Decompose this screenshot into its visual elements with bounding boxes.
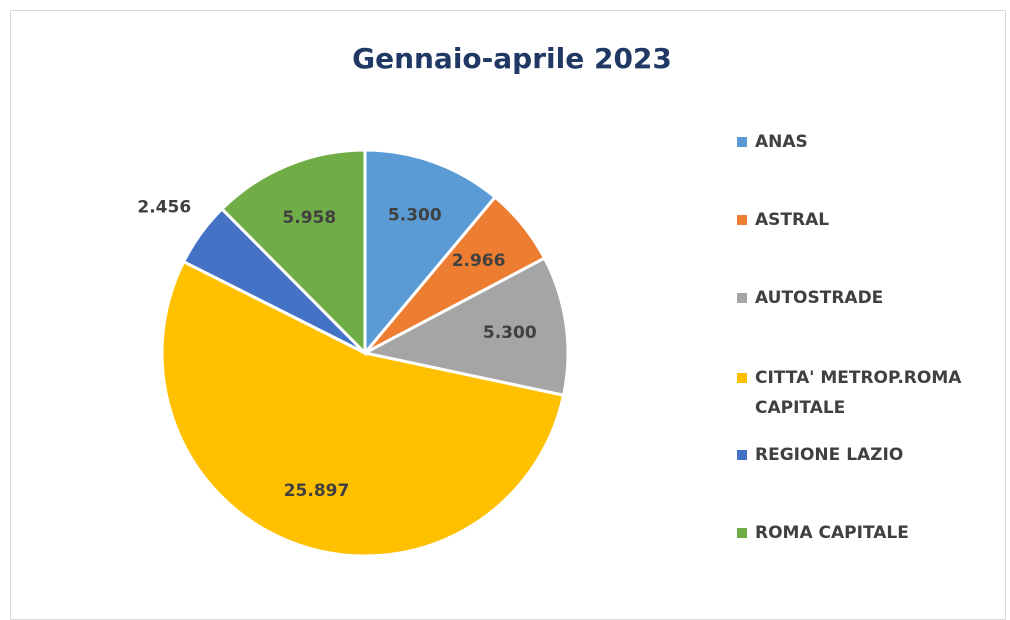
legend-item: REGIONE LAZIO: [737, 440, 1005, 470]
legend-label: REGIONE LAZIO: [755, 445, 904, 465]
legend-label: ROMA CAPITALE: [755, 523, 909, 543]
pie-slice: [219, 148, 367, 357]
legend-label: ASTRAL: [755, 210, 830, 230]
legend-swatch: [737, 215, 747, 225]
legend-item: ANAS: [737, 127, 1005, 157]
legend-item: AUTOSTRADE: [737, 283, 1005, 313]
legend-item: ASTRAL: [737, 205, 1005, 235]
legend-swatch: [737, 528, 747, 538]
data-label: 5.958: [282, 208, 336, 228]
data-label: 5.300: [388, 206, 442, 226]
data-label: 2.966: [452, 251, 506, 271]
legend-item: ROMA CAPITALE: [737, 518, 1005, 548]
legend-swatch: [737, 293, 747, 303]
pie-slice: [363, 148, 498, 358]
data-label: 5.300: [483, 323, 537, 343]
pie-slice: [360, 256, 570, 398]
pie-slice: [160, 259, 566, 558]
legend-label: ANAS: [755, 132, 808, 152]
legend-item: CITTA' METROP.ROMA CAPITALE: [737, 363, 1005, 423]
legend-swatch: [737, 450, 747, 460]
legend-swatch: [737, 137, 747, 147]
legend-label: AUTOSTRADE: [755, 288, 884, 308]
legend-swatch: [737, 373, 747, 383]
legend-label: CITTA' METROP.ROMA CAPITALE: [755, 368, 962, 418]
chart-title: Gennaio-aprile 2023: [352, 42, 672, 75]
data-label: 25.897: [284, 481, 350, 501]
data-label: 2.456: [137, 197, 191, 217]
